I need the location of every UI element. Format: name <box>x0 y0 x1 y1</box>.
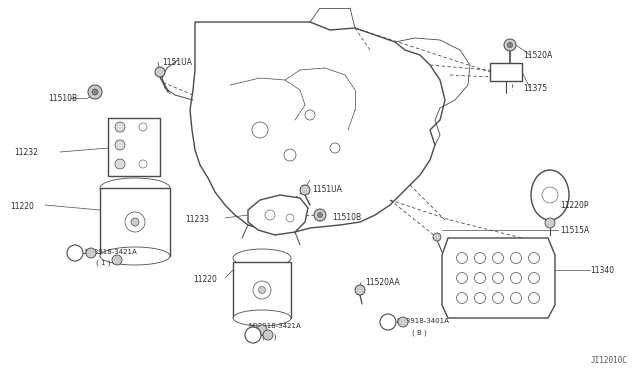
Ellipse shape <box>100 178 170 198</box>
Circle shape <box>245 327 261 343</box>
Text: ( 1 ): ( 1 ) <box>262 334 276 340</box>
Circle shape <box>398 317 408 327</box>
Circle shape <box>253 281 271 299</box>
Text: N08918-3401A: N08918-3401A <box>396 318 449 324</box>
Circle shape <box>139 160 147 168</box>
Polygon shape <box>442 238 555 318</box>
Text: 11510B: 11510B <box>48 94 77 103</box>
Text: N: N <box>385 320 390 324</box>
Ellipse shape <box>233 249 291 267</box>
Circle shape <box>155 67 165 77</box>
Circle shape <box>508 42 513 48</box>
Circle shape <box>286 214 294 222</box>
Circle shape <box>86 248 96 258</box>
Circle shape <box>305 110 315 120</box>
Ellipse shape <box>531 170 569 220</box>
Circle shape <box>115 122 125 132</box>
Circle shape <box>493 292 504 304</box>
Circle shape <box>259 286 266 294</box>
Text: 1151UA: 1151UA <box>312 185 342 194</box>
Circle shape <box>139 123 147 131</box>
Text: N: N <box>72 250 77 256</box>
Bar <box>100 188 170 256</box>
Text: 11220P: 11220P <box>560 201 589 210</box>
Text: 11375: 11375 <box>523 84 547 93</box>
Circle shape <box>115 159 125 169</box>
Circle shape <box>474 253 486 263</box>
Text: N: N <box>250 333 256 337</box>
Circle shape <box>433 233 441 241</box>
Circle shape <box>511 273 522 283</box>
Ellipse shape <box>100 247 170 265</box>
Polygon shape <box>248 195 308 235</box>
Circle shape <box>92 89 98 95</box>
Circle shape <box>131 218 139 226</box>
Circle shape <box>300 185 310 195</box>
Text: 11233: 11233 <box>185 215 209 224</box>
Text: 1151UA: 1151UA <box>162 58 192 67</box>
Text: ( 1 ): ( 1 ) <box>96 260 111 266</box>
Circle shape <box>529 253 540 263</box>
Polygon shape <box>190 22 445 232</box>
Bar <box>233 262 291 318</box>
Circle shape <box>456 253 467 263</box>
Circle shape <box>380 314 396 330</box>
Circle shape <box>125 212 145 232</box>
Circle shape <box>493 253 504 263</box>
Text: 11520A: 11520A <box>523 51 552 60</box>
Circle shape <box>88 85 102 99</box>
Circle shape <box>115 140 125 150</box>
Circle shape <box>474 273 486 283</box>
Circle shape <box>257 325 267 335</box>
Circle shape <box>542 187 558 203</box>
Circle shape <box>265 210 275 220</box>
Text: 11520AA: 11520AA <box>365 278 400 287</box>
Circle shape <box>263 330 273 340</box>
Text: 11510B: 11510B <box>332 213 361 222</box>
Circle shape <box>112 255 122 265</box>
Circle shape <box>529 292 540 304</box>
Circle shape <box>330 143 340 153</box>
Circle shape <box>545 218 555 228</box>
Circle shape <box>314 209 326 221</box>
Circle shape <box>284 149 296 161</box>
Circle shape <box>456 292 467 304</box>
Circle shape <box>456 273 467 283</box>
Text: ( B ): ( B ) <box>412 329 427 336</box>
FancyBboxPatch shape <box>108 118 160 176</box>
Text: JI12010C: JI12010C <box>591 356 628 365</box>
Circle shape <box>252 122 268 138</box>
Circle shape <box>529 273 540 283</box>
Ellipse shape <box>233 310 291 326</box>
Text: 11340: 11340 <box>590 266 614 275</box>
Circle shape <box>474 292 486 304</box>
Text: N08918-3421A: N08918-3421A <box>248 323 301 329</box>
Circle shape <box>493 273 504 283</box>
FancyBboxPatch shape <box>490 63 522 81</box>
Circle shape <box>317 212 323 218</box>
Text: 11220: 11220 <box>10 202 34 211</box>
Text: 11232: 11232 <box>14 148 38 157</box>
Circle shape <box>67 245 83 261</box>
Circle shape <box>511 292 522 304</box>
Text: 11220: 11220 <box>193 275 217 284</box>
Circle shape <box>504 39 516 51</box>
Circle shape <box>355 285 365 295</box>
Text: 11515A: 11515A <box>560 226 589 235</box>
Circle shape <box>511 253 522 263</box>
Text: N08918-3421A: N08918-3421A <box>84 249 137 255</box>
